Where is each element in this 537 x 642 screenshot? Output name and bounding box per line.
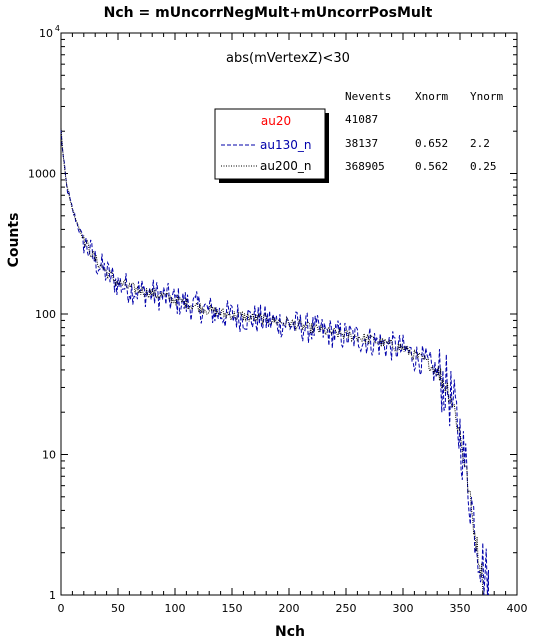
x-tick-label: 200 bbox=[279, 602, 300, 615]
ynorm-au200: 0.25 bbox=[470, 160, 497, 173]
nevents-au20: 41087 bbox=[345, 113, 378, 126]
series-line-au200_n bbox=[60, 127, 484, 595]
y-tick-label: 100 bbox=[35, 308, 56, 321]
x-tick-label: 250 bbox=[336, 602, 357, 615]
chart-title: Nch = mUncorrNegMult+mUncorrPosMult bbox=[104, 5, 433, 21]
xnorm-au200: 0.562 bbox=[415, 160, 448, 173]
y-tick-label: 10 bbox=[42, 449, 56, 462]
x-axis-label: Nch bbox=[275, 624, 305, 640]
x-axis: 0 50 100 150 200 250 300 350 400 bbox=[58, 33, 528, 615]
cut-annotation: abs(mVertexZ)<30 bbox=[226, 51, 350, 66]
series-line-au130_n bbox=[60, 129, 489, 596]
y-tick-label: 1 bbox=[49, 589, 56, 602]
y-tick-label: 1000 bbox=[28, 168, 56, 181]
legend-label-au200: au200_n bbox=[260, 159, 311, 173]
stats-table: Nevents Xnorm Ynorm 41087 38137 0.652 2.… bbox=[345, 90, 503, 173]
series-layer bbox=[60, 127, 489, 596]
y-tick-label-top-exp: 4 bbox=[55, 24, 60, 33]
y-axis-label: Counts bbox=[6, 213, 22, 268]
x-tick-label: 50 bbox=[111, 602, 125, 615]
x-tick-label: 150 bbox=[222, 602, 243, 615]
ynorm-au130: 2.2 bbox=[470, 137, 490, 150]
nevents-au200: 368905 bbox=[345, 160, 385, 173]
x-tick-label: 400 bbox=[507, 602, 528, 615]
x-tick-label: 0 bbox=[58, 602, 65, 615]
nevents-au130: 38137 bbox=[345, 137, 378, 150]
x-tick-label: 300 bbox=[393, 602, 414, 615]
legend: au20 au130_n au200_n bbox=[214, 108, 329, 183]
legend-label-au20: au20 bbox=[261, 114, 291, 128]
legend-box bbox=[214, 108, 326, 180]
header-nevents: Nevents bbox=[345, 90, 391, 103]
legend-label-au130: au130_n bbox=[260, 138, 311, 152]
header-xnorm: Xnorm bbox=[415, 90, 448, 103]
x-tick-label: 100 bbox=[165, 602, 186, 615]
y-tick-label-top: 10 bbox=[39, 27, 53, 40]
xnorm-au130: 0.652 bbox=[415, 137, 448, 150]
header-ynorm: Ynorm bbox=[470, 90, 503, 103]
x-tick-label: 350 bbox=[450, 602, 471, 615]
